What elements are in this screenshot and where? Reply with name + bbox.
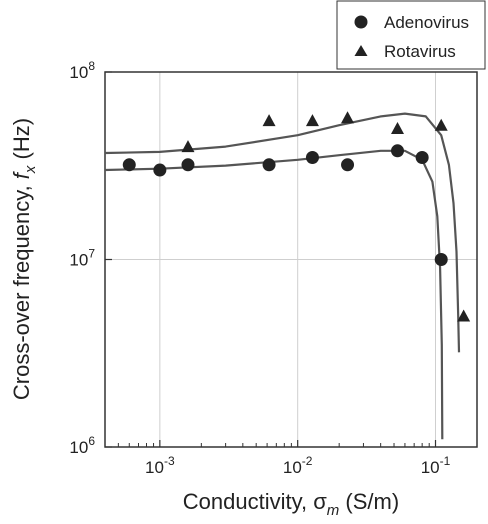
data-points bbox=[122, 111, 471, 322]
data-point-adenovirus bbox=[262, 158, 276, 172]
data-point-adenovirus bbox=[181, 158, 195, 172]
y-axis-title: Cross-over frequency, fx (Hz) bbox=[9, 118, 39, 400]
data-point-rotavirus bbox=[262, 114, 276, 127]
x-tick-label: 10-1 bbox=[421, 454, 451, 477]
fit-line-adenovirus bbox=[104, 149, 444, 440]
data-point-adenovirus bbox=[434, 253, 448, 266]
data-point-adenovirus bbox=[341, 158, 355, 172]
x-axis-title: Conductivity, σm (S/m) bbox=[183, 489, 399, 519]
y-tick-label: 108 bbox=[69, 59, 95, 82]
data-point-rotavirus bbox=[391, 121, 405, 134]
legend-marker-rotavirus bbox=[354, 45, 368, 56]
legend: Adenovirus Rotavirus bbox=[336, 0, 486, 70]
data-point-adenovirus bbox=[415, 150, 429, 164]
data-point-adenovirus bbox=[305, 150, 319, 164]
y-tick-label: 106 bbox=[69, 434, 95, 457]
legend-label-rotavirus: Rotavirus bbox=[384, 42, 456, 61]
grid bbox=[105, 71, 477, 448]
data-point-adenovirus bbox=[153, 163, 167, 177]
fit-lines bbox=[104, 112, 461, 440]
data-point-rotavirus bbox=[341, 111, 355, 124]
x-tick-label: 10-2 bbox=[283, 454, 313, 477]
fit-line-rotavirus bbox=[104, 112, 461, 353]
data-point-rotavirus bbox=[305, 114, 319, 127]
legend-label-adenovirus: Adenovirus bbox=[384, 13, 469, 32]
data-point-rotavirus bbox=[457, 309, 471, 322]
data-point-rotavirus bbox=[434, 118, 448, 131]
data-point-rotavirus bbox=[181, 140, 195, 153]
ticks: 10-3 10-2 10-1 106 107 108 bbox=[69, 59, 450, 477]
x-tick-label: 10-3 bbox=[145, 454, 175, 477]
legend-box bbox=[336, 0, 486, 70]
data-point-adenovirus bbox=[122, 158, 136, 172]
legend-marker-adenovirus bbox=[354, 15, 368, 29]
data-point-adenovirus bbox=[391, 144, 405, 158]
y-tick-label: 107 bbox=[69, 247, 95, 270]
